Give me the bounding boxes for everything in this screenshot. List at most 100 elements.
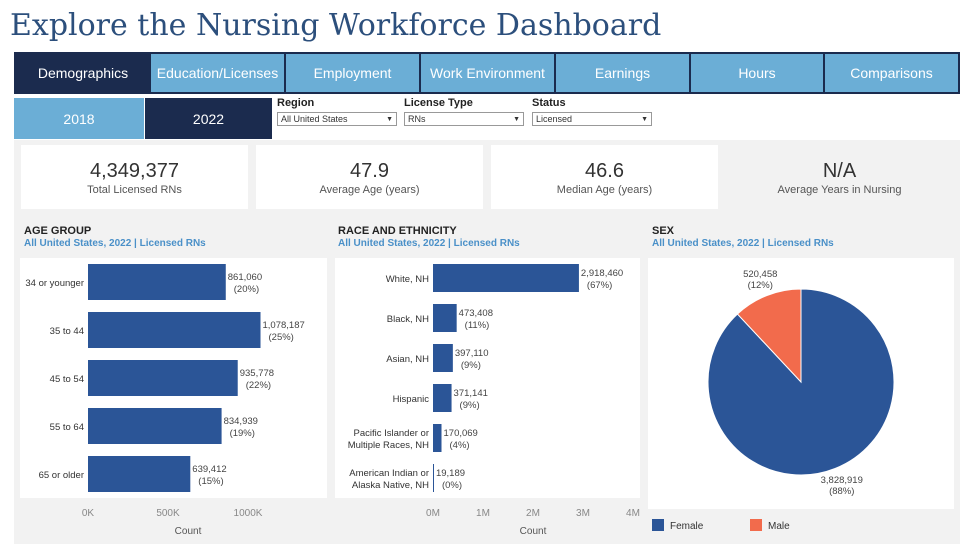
x-tick-label: 500K [156,508,180,519]
category-label: Hispanic [393,394,430,405]
category-label: 55 to 64 [50,422,84,433]
tab-work-environment[interactable]: Work Environment [421,54,554,92]
data-label: 861,060 [228,272,262,283]
x-axis-label: Count [175,526,202,537]
bar [88,312,261,348]
tab-hours[interactable]: Hours [691,54,823,92]
bar [433,264,579,292]
sex-section-title: SEX [652,225,675,237]
x-tick-label: 4M [626,508,640,519]
data-label: 834,939 [224,416,258,427]
kpi-total-licensed: 4,349,377 Total Licensed RNs [21,145,248,209]
legend-label: Female [670,521,704,532]
kpi-label: Median Age (years) [556,184,653,196]
age-section-title: AGE GROUP [24,225,92,237]
tab-bar: Demographics Education/Licenses Employme… [14,52,960,94]
age-section-subtitle: All United States, 2022 | Licensed RNs [24,238,206,249]
license-type-select[interactable]: RNs ▼ [404,112,524,126]
race-ethnicity-chart: White, NH2,918,460(67%)Black, NH473,408(… [335,258,640,537]
category-label: Asian, NH [386,354,429,365]
kpi-years-in-nursing: N/A Average Years in Nursing [726,145,953,209]
tab-demographics[interactable]: Demographics [17,54,149,92]
chevron-down-icon: ▼ [641,115,648,123]
chevron-down-icon: ▼ [386,115,393,123]
region-select[interactable]: All United States ▼ [277,112,397,126]
bar [88,264,226,300]
kpi-value: 46.6 [585,160,624,182]
category-label: Pacific Islander or [353,428,429,439]
category-label: 34 or younger [25,278,84,289]
bar [433,304,457,332]
pie-slice [736,288,802,384]
kpi-value: N/A [822,160,857,182]
sex-chart: 3,828,919(88%) 520,458(12%) Female Male [648,258,954,532]
tab-earnings[interactable]: Earnings [556,54,689,92]
percent-label: (67%) [587,280,612,291]
x-tick-label: 0K [82,508,95,519]
chart-plot-background [335,258,640,498]
data-label: 1,078,187 [263,320,305,331]
x-tick-label: 3M [576,508,590,519]
age-group-chart: 34 or younger 861,060(20%) 35 to 44 1,078,1… [20,258,327,537]
page-title: Explore the Nursing Workforce Dashboard [10,8,662,43]
tab-education-licenses[interactable]: Education/Licenses [151,54,284,92]
x-axis-label: Count [520,526,547,537]
percent-label: (88%) [829,486,854,497]
license-type-select-value: RNs [408,114,426,124]
bar [433,424,442,452]
data-label: 473,408 [459,308,493,319]
kpi-label: Average Age (years) [319,184,420,196]
percent-label: (19%) [230,428,255,439]
percent-label: (9%) [460,400,480,411]
kpi-panel: 4,349,377 Total Licensed RNs 47.9 Averag… [14,140,960,216]
region-filter: Region All United States ▼ [277,97,397,126]
percent-label: (4%) [450,440,470,451]
legend-swatch [750,519,762,531]
status-filter-label: Status [532,97,566,109]
data-label: 639,412 [192,464,226,475]
percent-label: (22%) [246,380,271,391]
percent-label: (12%) [748,280,773,291]
x-tick-label: 2M [526,508,540,519]
kpi-median-age: 46.6 Median Age (years) [491,145,718,209]
kpi-value: 4,349,377 [90,160,179,182]
license-type-filter: License Type RNs ▼ [404,97,524,126]
percent-label: (0%) [442,480,462,491]
data-label: 371,141 [454,388,488,399]
charts-panel: AGE GROUP All United States, 2022 | Lice… [14,216,960,544]
bar [433,384,452,412]
x-tick-label: 1M [476,508,490,519]
race-section-subtitle: All United States, 2022 | Licensed RNs [338,238,520,249]
bar [88,360,238,396]
percent-label: (20%) [234,284,259,295]
sex-section-subtitle: All United States, 2022 | Licensed RNs [652,238,834,249]
data-label: 935,778 [240,368,274,379]
region-filter-label: Region [277,97,315,109]
category-label: Multiple Races, NH [348,440,429,451]
x-tick-label: 0M [426,508,440,519]
race-section-title: RACE AND ETHNICITY [338,225,457,237]
kpi-label: Total Licensed RNs [87,184,182,196]
kpi-average-age: 47.9 Average Age (years) [256,145,483,209]
category-label: Alaska Native, NH [352,480,429,491]
year-2022-button[interactable]: 2022 [145,98,272,139]
data-label: 170,069 [444,428,478,439]
percent-label: (25%) [269,332,294,343]
chevron-down-icon: ▼ [513,115,520,123]
bar [433,344,453,372]
category-label: 45 to 54 [50,374,84,385]
data-label: 2,918,460 [581,268,623,279]
status-select[interactable]: Licensed ▼ [532,112,652,126]
bar [88,408,222,444]
kpi-value: 47.9 [350,160,389,182]
year-2018-button[interactable]: 2018 [14,98,144,139]
data-label: 19,189 [436,468,465,479]
bar [88,456,191,492]
kpi-label: Average Years in Nursing [777,184,902,196]
category-label: 65 or older [39,470,84,481]
percent-label: (9%) [461,360,481,371]
tab-comparisons[interactable]: Comparisons [825,54,958,92]
category-label: American Indian or [349,468,429,479]
category-label: White, NH [386,274,429,285]
tab-employment[interactable]: Employment [286,54,419,92]
